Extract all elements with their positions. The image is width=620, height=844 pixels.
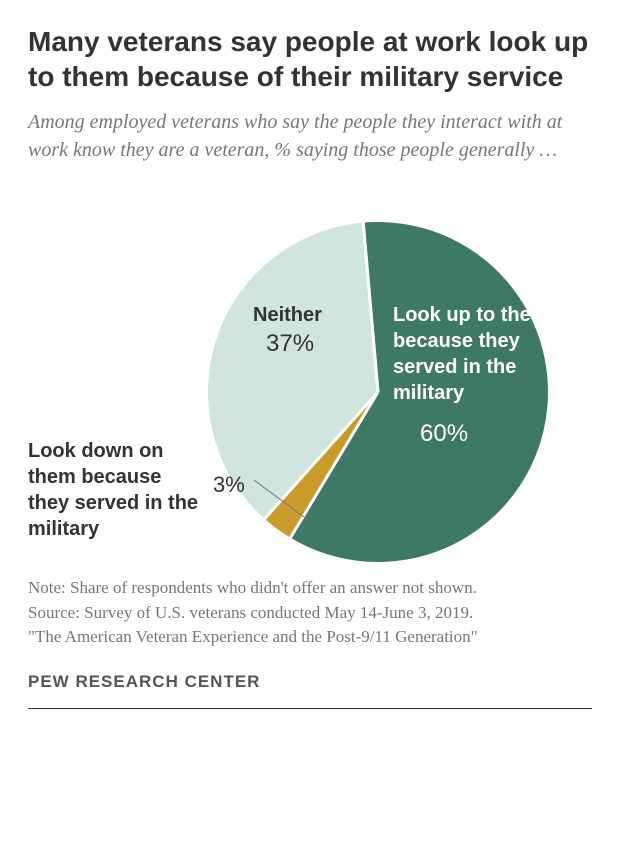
note-line-2: Source: Survey of U.S. veterans conducte… [28, 601, 592, 626]
note-line-1: Note: Share of respondents who didn't of… [28, 576, 592, 601]
pie-chart: Look up to them because they served in t… [28, 172, 588, 572]
chart-notes: Note: Share of respondents who didn't of… [28, 576, 592, 650]
leader-lines [28, 172, 588, 572]
chart-subtitle: Among employed veterans who say the peop… [28, 108, 592, 164]
note-line-3: "The American Veteran Experience and the… [28, 625, 592, 650]
bottom-rule [28, 708, 592, 709]
footer-attribution: PEW RESEARCH CENTER [28, 672, 592, 692]
chart-title: Many veterans say people at work look up… [28, 24, 592, 94]
